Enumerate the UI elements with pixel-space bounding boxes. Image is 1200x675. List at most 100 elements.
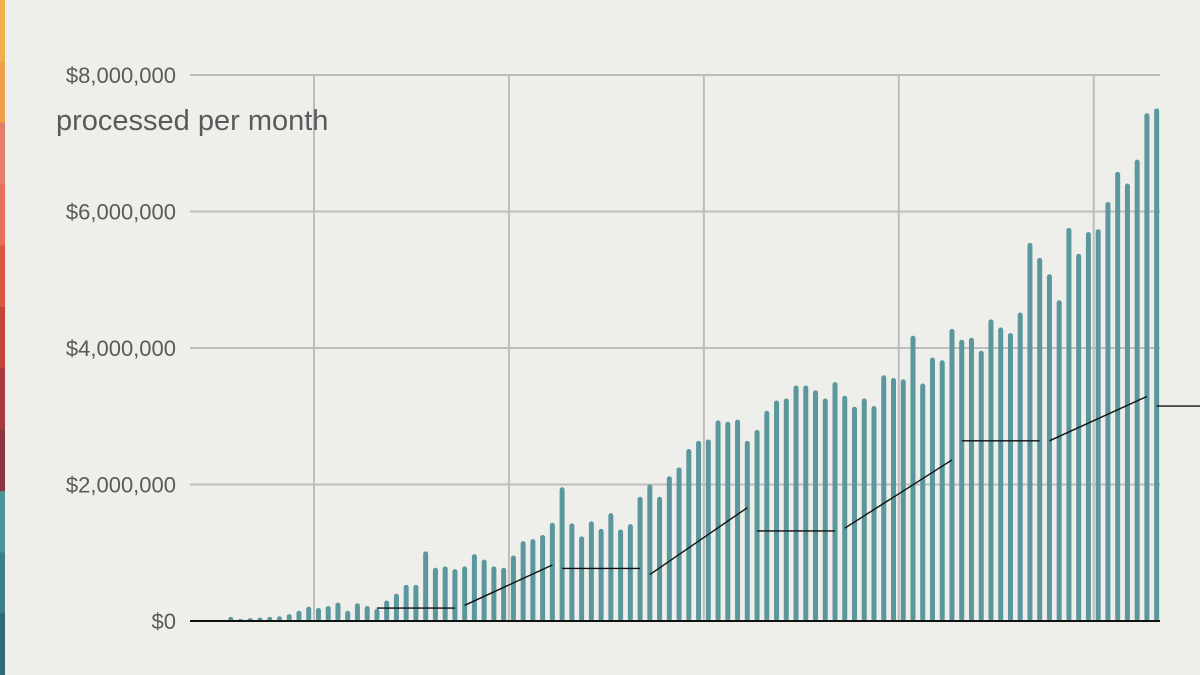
- bar: [559, 487, 565, 621]
- bar: [1115, 171, 1121, 622]
- bar: [481, 559, 487, 621]
- bar: [998, 327, 1004, 621]
- bar: [608, 513, 614, 621]
- bar: [1134, 159, 1140, 621]
- bar: [978, 350, 984, 621]
- bar: [686, 449, 692, 621]
- bar: [822, 398, 828, 621]
- bar: [598, 528, 604, 621]
- bar: [335, 602, 341, 621]
- bar: [968, 337, 974, 621]
- bar: [783, 398, 789, 621]
- bar: [588, 521, 594, 621]
- chart-title: processed per month: [56, 105, 328, 137]
- bar: [959, 339, 965, 621]
- bar: [491, 566, 497, 621]
- bar: [871, 406, 877, 621]
- bar: [715, 420, 721, 621]
- bar: [1124, 183, 1130, 621]
- bar: [452, 569, 458, 621]
- y-tick-label: $6,000,000: [66, 200, 176, 225]
- bar: [1095, 229, 1101, 621]
- bar: [471, 554, 477, 621]
- bar: [442, 566, 448, 621]
- bar: [1037, 257, 1043, 621]
- trend-line: [649, 507, 748, 576]
- bar: [325, 605, 331, 621]
- y-axis-labels: $0 $2,000,000 $4,000,000 $6,000,000 $8,000,0…: [66, 63, 176, 634]
- bar: [1007, 332, 1013, 621]
- bar: [861, 398, 867, 621]
- bar: [1027, 242, 1033, 621]
- bar: [744, 440, 750, 621]
- bar: [939, 360, 945, 621]
- bar: [315, 608, 321, 621]
- bar: [228, 616, 234, 621]
- bar: [929, 357, 935, 621]
- bar: [832, 382, 838, 621]
- bar: [510, 555, 516, 621]
- bar: [900, 379, 906, 621]
- bar: [345, 610, 351, 621]
- bar: [881, 375, 887, 621]
- bar: [540, 535, 546, 621]
- bar: [413, 584, 419, 621]
- bar: [764, 410, 770, 621]
- bar: [676, 467, 682, 621]
- y-tick-label: $4,000,000: [66, 336, 176, 361]
- bar: [920, 383, 926, 621]
- bar: [1066, 227, 1072, 621]
- bar: [647, 484, 653, 621]
- y-tick-label: $0: [152, 609, 176, 634]
- bar: [793, 385, 799, 621]
- bar: [813, 390, 819, 621]
- bar: [1046, 274, 1052, 621]
- bar: [666, 476, 672, 621]
- bar: [579, 536, 585, 621]
- bar: [618, 529, 624, 621]
- bar: [1076, 253, 1082, 621]
- bar: [1144, 113, 1150, 621]
- bar: [1154, 108, 1160, 621]
- bars: [228, 108, 1160, 622]
- bar: [1105, 201, 1111, 621]
- bar: [705, 439, 711, 621]
- bar: [423, 551, 429, 621]
- bar: [462, 566, 468, 621]
- bar: [364, 605, 370, 621]
- bar: [842, 395, 848, 621]
- bar: [890, 378, 896, 621]
- bar: [1085, 231, 1091, 621]
- y-tick-label: $2,000,000: [66, 473, 176, 498]
- bar: [735, 419, 741, 621]
- bar: [432, 567, 438, 621]
- bar: [530, 539, 536, 621]
- bar: [569, 523, 575, 621]
- edge-color-strip: [0, 0, 5, 675]
- bar: [354, 603, 360, 621]
- bar: [852, 406, 858, 621]
- bar: [774, 400, 780, 621]
- bar: [696, 440, 702, 621]
- trend-line: [1049, 395, 1148, 442]
- bar: [286, 614, 292, 621]
- trend-line: [844, 459, 953, 529]
- bar: [501, 567, 507, 621]
- bar: [276, 616, 282, 621]
- bar: [910, 335, 916, 621]
- bar: [306, 606, 312, 621]
- bar: [403, 584, 409, 621]
- bar: [754, 429, 760, 621]
- trend-lines: [376, 395, 1200, 609]
- trend-line: [464, 564, 553, 606]
- bar: [988, 319, 994, 621]
- bar: [949, 328, 955, 621]
- bar: [1056, 300, 1062, 621]
- bar: [1017, 312, 1023, 621]
- bar: [549, 522, 555, 621]
- bar: [520, 541, 526, 621]
- y-tick-label: $8,000,000: [66, 63, 176, 88]
- bar: [296, 610, 302, 621]
- bar: [267, 616, 273, 621]
